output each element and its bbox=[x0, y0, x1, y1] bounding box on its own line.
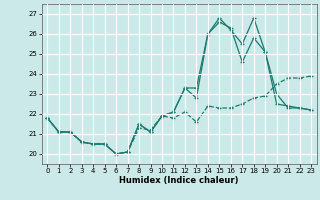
X-axis label: Humidex (Indice chaleur): Humidex (Indice chaleur) bbox=[119, 176, 239, 185]
